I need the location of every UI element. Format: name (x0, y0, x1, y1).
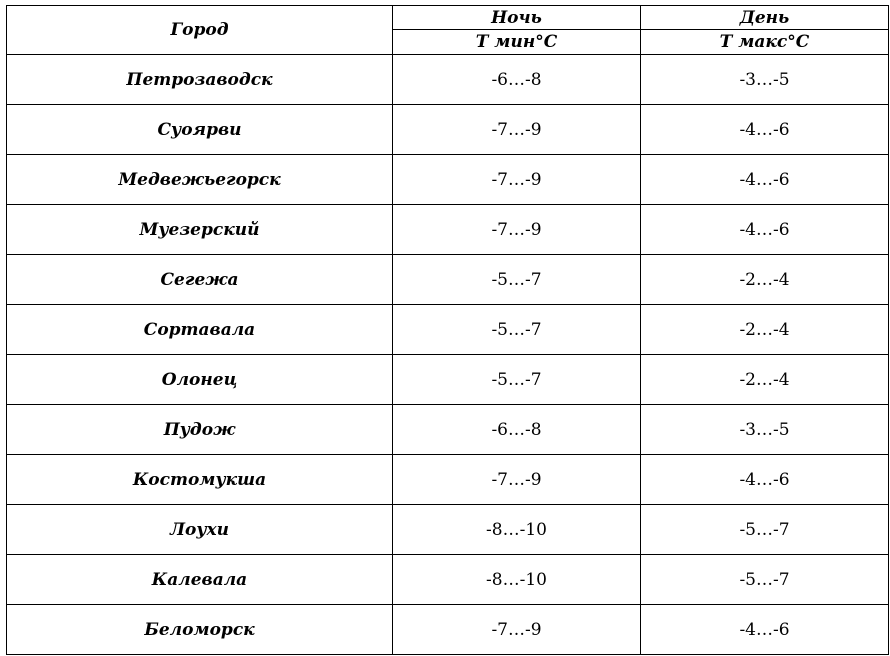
night-temp-cell: -5…-7 (392, 254, 641, 305)
header-row-sub: Т мин°С Т макс°С (7, 29, 889, 55)
table-body: Петрозаводск -6…-8 -3…-5 Суоярви -7…-9 -… (6, 54, 889, 655)
day-temp-cell: -4…-6 (640, 454, 889, 505)
table-row: Пудож -6…-8 -3…-5 (6, 404, 889, 455)
header-day: День (640, 5, 889, 30)
table-row: Олонец -5…-7 -2…-4 (6, 354, 889, 405)
night-temp-cell: -8…-10 (392, 554, 641, 605)
day-temp-cell: -4…-6 (640, 154, 889, 205)
table-row: Медвежьегорск -7…-9 -4…-6 (6, 154, 889, 205)
table-header: Город Ночь День Т мин°С Т макс°С (6, 5, 889, 55)
city-cell: Суоярви (6, 104, 393, 155)
day-temp-cell: -3…-5 (640, 54, 889, 105)
city-cell: Пудож (6, 404, 393, 455)
night-temp-cell: -7…-9 (392, 604, 641, 655)
city-cell: Калевала (6, 554, 393, 605)
city-cell: Муезерский (6, 204, 393, 255)
night-temp-cell: -5…-7 (392, 354, 641, 405)
day-temp-cell: -5…-7 (640, 554, 889, 605)
night-temp-cell: -6…-8 (392, 54, 641, 105)
city-cell: Петрозаводск (6, 54, 393, 105)
night-temp-cell: -8…-10 (392, 504, 641, 555)
table-row: Калевала -8…-10 -5…-7 (6, 554, 889, 605)
table-row: Муезерский -7…-9 -4…-6 (6, 204, 889, 255)
header-city: Город (6, 5, 393, 55)
city-cell: Олонец (6, 354, 393, 405)
day-temp-cell: -2…-4 (640, 304, 889, 355)
header-night-unit: Т мин°С (392, 29, 641, 55)
table-row: Костомукша -7…-9 -4…-6 (6, 454, 889, 505)
city-cell: Беломорск (6, 604, 393, 655)
weather-forecast-table: Город Ночь День Т мин°С Т макс°С Петроза… (6, 5, 889, 655)
table-row: Сортавала -5…-7 -2…-4 (6, 304, 889, 355)
day-temp-cell: -2…-4 (640, 254, 889, 305)
table-row: Сегежа -5…-7 -2…-4 (6, 254, 889, 305)
night-temp-cell: -7…-9 (392, 204, 641, 255)
night-temp-cell: -6…-8 (392, 404, 641, 455)
city-cell: Медвежьегорск (6, 154, 393, 205)
night-temp-cell: -7…-9 (392, 104, 641, 155)
city-cell: Сегежа (6, 254, 393, 305)
night-temp-cell: -5…-7 (392, 304, 641, 355)
day-temp-cell: -5…-7 (640, 504, 889, 555)
day-temp-cell: -4…-6 (640, 604, 889, 655)
city-cell: Костомукша (6, 454, 393, 505)
day-temp-cell: -4…-6 (640, 204, 889, 255)
night-temp-cell: -7…-9 (392, 154, 641, 205)
night-temp-cell: -7…-9 (392, 454, 641, 505)
table-row: Петрозаводск -6…-8 -3…-5 (6, 54, 889, 105)
day-temp-cell: -3…-5 (640, 404, 889, 455)
header-day-unit: Т макс°С (640, 29, 889, 55)
table-row: Лоухи -8…-10 -5…-7 (6, 504, 889, 555)
day-temp-cell: -2…-4 (640, 354, 889, 405)
table-row: Беломорск -7…-9 -4…-6 (6, 604, 889, 655)
city-cell: Сортавала (6, 304, 393, 355)
table-row: Суоярви -7…-9 -4…-6 (6, 104, 889, 155)
header-row-top: Город Ночь День (6, 5, 889, 55)
city-cell: Лоухи (6, 504, 393, 555)
day-temp-cell: -4…-6 (640, 104, 889, 155)
header-night: Ночь (392, 5, 641, 30)
